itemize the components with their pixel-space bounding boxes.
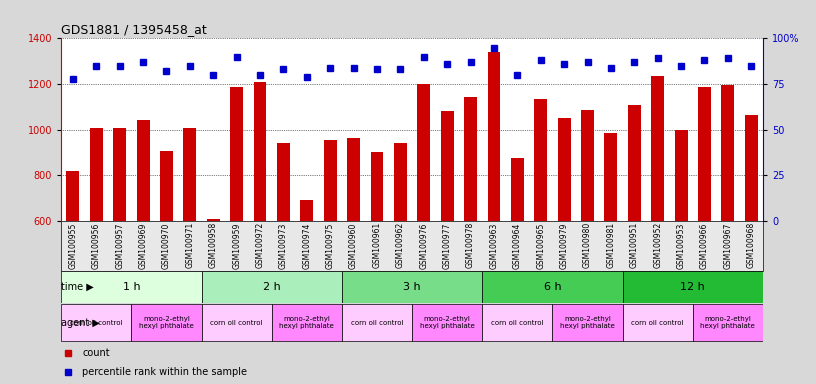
Bar <box>206 218 220 221</box>
Text: corn oil control: corn oil control <box>70 319 122 326</box>
Bar <box>66 170 79 221</box>
FancyBboxPatch shape <box>623 271 763 303</box>
Bar <box>90 129 103 221</box>
FancyBboxPatch shape <box>552 304 623 341</box>
FancyBboxPatch shape <box>61 271 202 303</box>
Text: 6 h: 6 h <box>543 282 561 292</box>
Bar <box>651 76 664 221</box>
Text: mono-2-ethyl
hexyl phthalate: mono-2-ethyl hexyl phthalate <box>139 316 194 329</box>
FancyBboxPatch shape <box>342 304 412 341</box>
Bar <box>745 115 758 221</box>
Text: 3 h: 3 h <box>403 282 421 292</box>
Text: time ▶: time ▶ <box>61 282 94 292</box>
Text: corn oil control: corn oil control <box>351 319 403 326</box>
Bar <box>113 129 126 221</box>
Bar <box>230 88 243 221</box>
Bar <box>698 88 711 221</box>
Bar <box>417 84 430 221</box>
Text: GDS1881 / 1395458_at: GDS1881 / 1395458_at <box>61 23 207 36</box>
Bar <box>534 99 548 221</box>
FancyBboxPatch shape <box>623 304 693 341</box>
Bar <box>184 129 197 221</box>
FancyBboxPatch shape <box>693 304 763 341</box>
Bar <box>254 82 267 221</box>
Text: corn oil control: corn oil control <box>632 319 684 326</box>
FancyBboxPatch shape <box>482 304 552 341</box>
Text: 2 h: 2 h <box>263 282 281 292</box>
FancyBboxPatch shape <box>131 304 202 341</box>
Bar <box>487 52 500 221</box>
Text: 12 h: 12 h <box>681 282 705 292</box>
Text: mono-2-ethyl
hexyl phthalate: mono-2-ethyl hexyl phthalate <box>419 316 475 329</box>
Text: agent ▶: agent ▶ <box>61 318 100 328</box>
FancyBboxPatch shape <box>202 271 342 303</box>
Bar <box>136 121 149 221</box>
Bar <box>721 85 734 221</box>
FancyBboxPatch shape <box>482 271 623 303</box>
FancyBboxPatch shape <box>272 304 342 341</box>
FancyBboxPatch shape <box>61 304 131 341</box>
Text: count: count <box>82 348 110 358</box>
Text: mono-2-ethyl
hexyl phthalate: mono-2-ethyl hexyl phthalate <box>700 316 756 329</box>
Text: 1 h: 1 h <box>122 282 140 292</box>
Bar <box>394 143 407 221</box>
Bar <box>581 110 594 221</box>
Bar <box>557 118 570 221</box>
FancyBboxPatch shape <box>342 271 482 303</box>
Bar <box>441 111 454 221</box>
Bar <box>370 152 384 221</box>
Bar <box>511 158 524 221</box>
Bar <box>324 140 337 221</box>
FancyBboxPatch shape <box>202 304 272 341</box>
Text: corn oil control: corn oil control <box>491 319 543 326</box>
Bar <box>277 143 290 221</box>
Bar <box>464 96 477 221</box>
Bar <box>300 200 313 221</box>
Text: mono-2-ethyl
hexyl phthalate: mono-2-ethyl hexyl phthalate <box>279 316 335 329</box>
Bar <box>160 151 173 221</box>
Bar <box>605 133 618 221</box>
FancyBboxPatch shape <box>412 304 482 341</box>
Text: percentile rank within the sample: percentile rank within the sample <box>82 367 247 377</box>
Text: mono-2-ethyl
hexyl phthalate: mono-2-ethyl hexyl phthalate <box>560 316 615 329</box>
Text: corn oil control: corn oil control <box>211 319 263 326</box>
Bar <box>347 137 360 221</box>
Bar <box>628 104 641 221</box>
Bar <box>675 129 688 221</box>
